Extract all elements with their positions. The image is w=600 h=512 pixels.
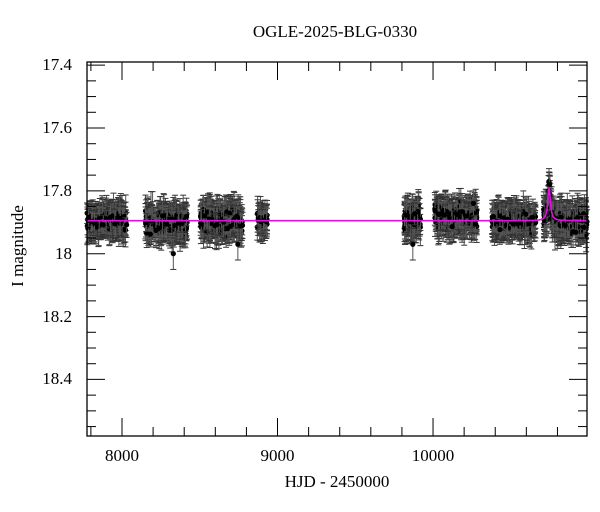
model-curve: [87, 187, 587, 222]
photometry-points: [84, 168, 590, 270]
y-tick-label: 17.4: [42, 55, 72, 75]
y-tick-label: 18.4: [42, 369, 72, 389]
y-tick-label: 17.6: [42, 118, 72, 137]
plot-frame: [86, 61, 588, 437]
chart-title: OGLE-2025-BLG-0330: [252, 22, 418, 41]
y-tick-label: 17.8: [42, 180, 72, 200]
y-tick-label: 18: [55, 243, 72, 263]
y-tick-label: 18.2: [42, 306, 72, 326]
x-tick-label: 9000: [260, 446, 295, 465]
x-tick-label: 10000: [411, 446, 455, 465]
x-axis-label: HJD - 2450000: [284, 472, 390, 491]
x-tick-label: 8000: [104, 446, 139, 465]
axis-ticks: [87, 62, 587, 436]
